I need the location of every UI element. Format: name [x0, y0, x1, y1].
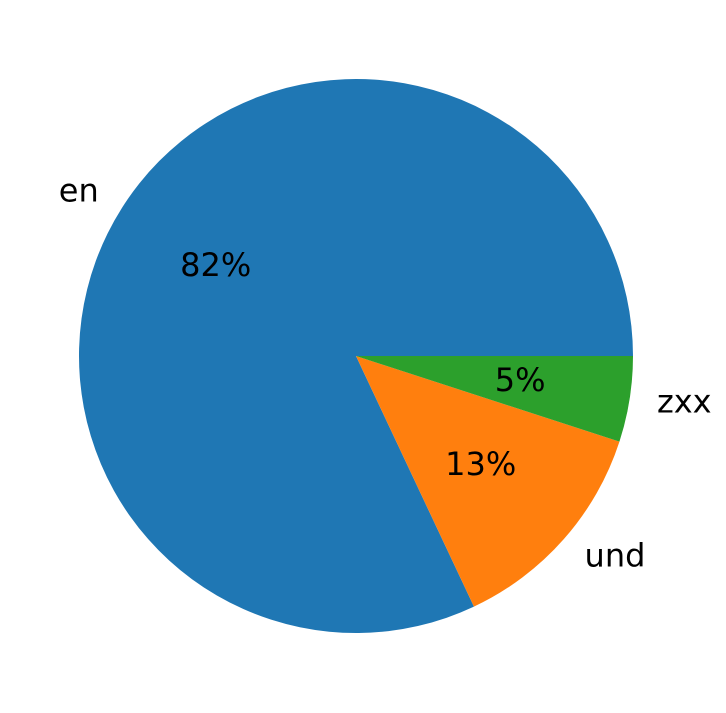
percent-label: 5%	[495, 361, 546, 399]
percent-label: 82%	[180, 246, 251, 284]
percent-label: 13%	[445, 445, 516, 483]
slice-label: en	[59, 172, 99, 210]
pie-slice	[356, 356, 633, 442]
pie-slice	[356, 356, 620, 607]
pie-slice	[78, 78, 634, 633]
slice-label: zxx	[657, 383, 712, 421]
slice-label: und	[585, 537, 646, 575]
